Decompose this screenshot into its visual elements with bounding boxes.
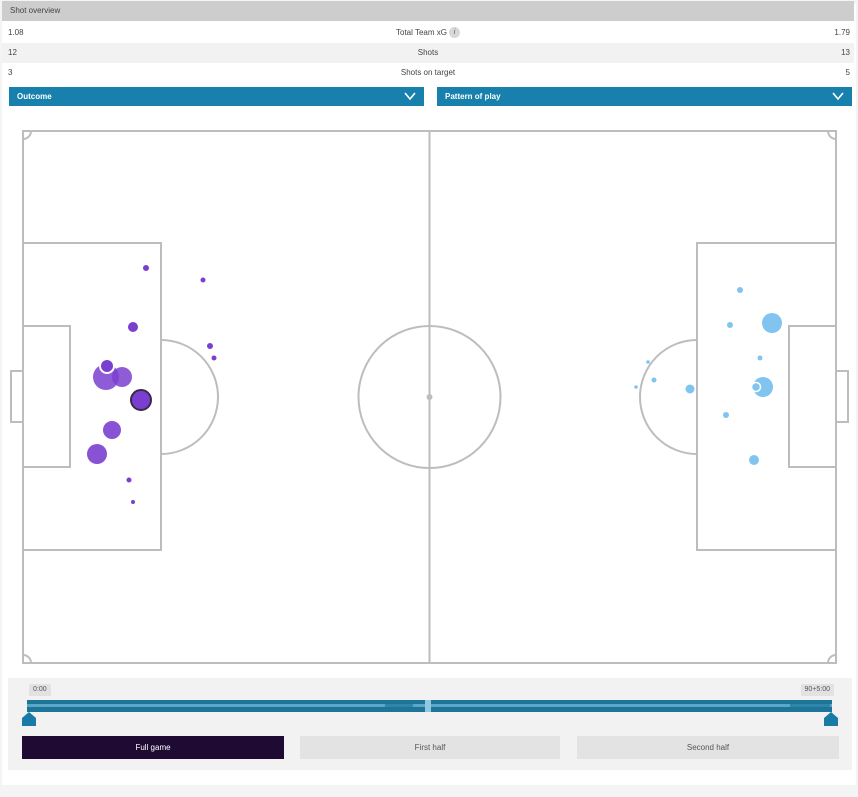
shot-marker[interactable]: [128, 322, 138, 332]
halftime-marker: [425, 700, 431, 712]
goal-marker[interactable]: [99, 358, 115, 374]
goal-marker[interactable]: [750, 381, 762, 393]
panel-title: Shot overview: [2, 1, 854, 21]
shot-marker[interactable]: [103, 421, 121, 439]
slider-handle-icon[interactable]: [824, 712, 838, 726]
stat-home-value: 12: [8, 48, 17, 57]
shot-map-pitch: [10, 130, 849, 664]
stat-home-value: 3: [8, 68, 13, 77]
shot-marker[interactable]: [143, 265, 149, 271]
shot-marker[interactable]: [87, 444, 107, 464]
shot-marker[interactable]: [651, 377, 657, 383]
stat-away-value: 1.79: [834, 28, 850, 37]
corner-arc: [22, 654, 32, 664]
corner-arc: [827, 130, 837, 140]
centre-circle: [357, 325, 502, 469]
shot-marker[interactable]: [737, 287, 743, 293]
shot-marker[interactable]: [685, 384, 695, 394]
stat-away-value: 13: [841, 48, 850, 57]
timeline-start-label: 0:00: [29, 684, 51, 696]
stat-home-value: 1.08: [8, 28, 24, 37]
shot-marker[interactable]: [131, 500, 135, 504]
stat-label: Shots on target: [400, 68, 456, 77]
outcome-dropdown[interactable]: Outcome: [9, 87, 424, 106]
shot-marker[interactable]: [634, 385, 638, 389]
shot-marker[interactable]: [211, 355, 217, 361]
shot-marker[interactable]: [749, 455, 759, 465]
stat-label: Shots: [417, 48, 439, 57]
away-shots: [634, 287, 782, 465]
pattern-of-play-dropdown[interactable]: Pattern of play: [437, 87, 852, 106]
shot-marker[interactable]: [200, 277, 206, 283]
right-goal: [835, 370, 849, 423]
timeline-end-label: 90+5:00: [800, 684, 834, 696]
pattern-of-play-dropdown-label: Pattern of play: [445, 92, 501, 101]
first-half-button[interactable]: First half: [300, 736, 560, 759]
shot-marker[interactable]: [757, 355, 763, 361]
home-shots: [87, 265, 217, 504]
shot-marker-selected[interactable]: [130, 389, 152, 411]
slider-handle-icon[interactable]: [22, 712, 36, 726]
corner-arc: [827, 654, 837, 664]
stat-away-value: 5: [845, 68, 850, 77]
shot-marker[interactable]: [646, 360, 650, 364]
stat-row-shots-on-target: 3 Shots on target 5: [2, 63, 854, 83]
shot-marker[interactable]: [207, 343, 213, 349]
info-icon[interactable]: i: [448, 27, 460, 39]
timeline-panel: 0:00 90+5:00 Full game First half Second…: [8, 678, 852, 770]
stat-row-shots: 12 Shots 13: [2, 43, 854, 63]
shot-marker[interactable]: [727, 322, 733, 328]
left-six-yard-box: [22, 325, 71, 468]
centre-spot: [426, 394, 433, 400]
left-goal: [10, 370, 24, 423]
outcome-dropdown-label: Outcome: [17, 92, 52, 101]
shot-marker[interactable]: [723, 412, 729, 418]
right-penalty-arc: [639, 339, 698, 455]
chevron-down-icon: [404, 92, 416, 101]
full-game-button[interactable]: Full game: [22, 736, 284, 759]
stat-label: Total Team xG i: [2, 23, 854, 43]
timeline-segment: [385, 704, 413, 707]
right-six-yard-box: [788, 325, 837, 468]
stat-row-xg: 1.08 Total Team xG i 1.79: [2, 23, 854, 43]
corner-arc: [22, 130, 32, 140]
shot-marker[interactable]: [112, 367, 132, 387]
right-penalty-area: [696, 242, 837, 551]
chevron-down-icon: [832, 92, 844, 101]
shot-marker[interactable]: [762, 313, 782, 333]
shot-marker[interactable]: [126, 477, 132, 483]
timeline-track[interactable]: [27, 700, 832, 712]
shot-marker[interactable]: [753, 377, 773, 397]
left-penalty-arc: [160, 339, 219, 455]
timeline-segment: [790, 704, 830, 707]
second-half-button[interactable]: Second half: [577, 736, 839, 759]
